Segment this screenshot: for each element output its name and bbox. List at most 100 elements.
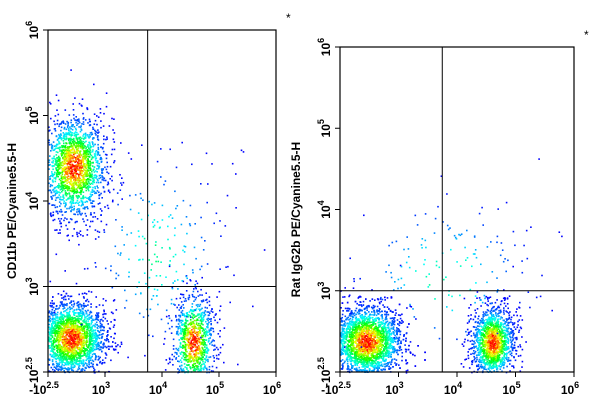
event-dot (74, 132, 76, 134)
event-dot (202, 311, 204, 314)
event-dot (95, 338, 98, 340)
event-dot (252, 305, 254, 308)
event-dot (94, 318, 97, 321)
event-dot (84, 349, 87, 352)
event-dot (62, 346, 64, 349)
event-dot (78, 120, 80, 122)
event-dot (90, 362, 93, 364)
event-dot (61, 145, 63, 147)
event-dot (195, 337, 197, 340)
event-dot (105, 299, 107, 302)
event-dot (81, 144, 83, 146)
event-dot (65, 135, 68, 137)
event-dot (95, 334, 98, 336)
event-dot (219, 330, 221, 332)
event-dot (85, 321, 87, 324)
event-dot (78, 313, 80, 316)
event-dot (61, 348, 64, 350)
event-dot (81, 310, 84, 313)
event-dot (58, 210, 61, 213)
event-dot (67, 151, 70, 154)
event-dot (76, 370, 79, 373)
event-dot (199, 362, 201, 365)
event-dot (91, 349, 94, 351)
event-dot (59, 358, 61, 360)
event-dot (80, 190, 83, 193)
event-dot (200, 359, 203, 361)
event-dot (58, 137, 61, 140)
event-dot (213, 357, 215, 359)
event-dot (64, 348, 66, 351)
event-dot (70, 320, 73, 323)
event-dot (79, 126, 82, 129)
event-dot (189, 330, 191, 332)
event-dot (84, 201, 86, 203)
event-dot (213, 349, 215, 351)
event-dot (202, 300, 205, 302)
event-dot (182, 330, 184, 333)
event-dot (81, 329, 84, 331)
event-dot (99, 322, 102, 325)
event-dot (73, 178, 75, 181)
event-dot (56, 332, 59, 335)
event-dot (72, 185, 74, 188)
event-dot (197, 303, 199, 306)
event-dot (72, 190, 75, 193)
event-dot (73, 364, 76, 367)
event-dot (63, 167, 65, 170)
event-dot (52, 354, 55, 356)
event-dot (66, 368, 68, 371)
event-dot (90, 346, 92, 349)
event-dot (59, 334, 62, 337)
event-dot (49, 185, 52, 188)
event-dot (70, 354, 72, 356)
event-dot (83, 350, 86, 353)
event-dot (185, 359, 188, 362)
event-dot (64, 211, 66, 213)
event-dot (74, 327, 76, 329)
event-dot (186, 329, 189, 331)
event-dot (193, 329, 196, 332)
event-dot (67, 197, 70, 199)
event-dot (174, 227, 176, 229)
event-dot (79, 136, 82, 139)
event-dot (83, 302, 85, 305)
event-dot (73, 354, 75, 356)
event-dot (60, 366, 62, 369)
event-dot (59, 326, 62, 329)
event-dot (95, 181, 98, 184)
event-dot (197, 347, 200, 349)
event-dot (84, 316, 86, 318)
event-dot (66, 179, 69, 182)
event-dot (91, 345, 94, 347)
event-dot (205, 299, 207, 301)
event-dot (74, 172, 77, 175)
event-dot (48, 364, 50, 366)
event-dot (63, 202, 65, 205)
event-dot (121, 198, 123, 200)
event-dot (70, 189, 73, 192)
event-dot (68, 317, 70, 320)
event-dot (67, 354, 70, 357)
event-dot (98, 330, 100, 333)
event-dot (91, 315, 93, 317)
event-dot (180, 301, 183, 303)
event-dot (60, 320, 63, 323)
event-dot (77, 357, 80, 359)
event-dot (194, 332, 196, 334)
event-dot (66, 228, 69, 230)
event-dot (71, 149, 73, 151)
event-dot (175, 352, 178, 354)
event-dot (83, 369, 86, 372)
event-dot (80, 184, 83, 187)
event-dot (88, 323, 90, 325)
event-dot (59, 198, 61, 201)
event-dot (120, 142, 122, 144)
event-dot (105, 313, 107, 315)
event-dot (79, 310, 82, 312)
event-dot (96, 175, 98, 178)
event-dot (51, 326, 54, 328)
event-dot (102, 146, 104, 149)
event-dot (177, 355, 180, 357)
event-dot (167, 322, 169, 325)
